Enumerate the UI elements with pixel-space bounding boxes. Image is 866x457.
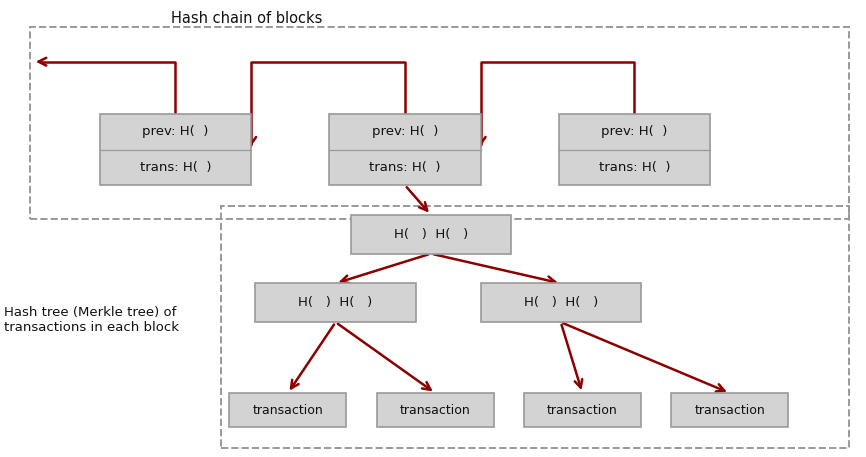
FancyBboxPatch shape bbox=[481, 283, 641, 322]
FancyBboxPatch shape bbox=[377, 393, 494, 427]
Text: H(   )  H(   ): H( ) H( ) bbox=[394, 228, 468, 241]
Text: transaction: transaction bbox=[547, 404, 617, 417]
FancyBboxPatch shape bbox=[100, 114, 251, 185]
FancyBboxPatch shape bbox=[559, 114, 710, 185]
FancyBboxPatch shape bbox=[255, 283, 416, 322]
Text: trans: H(  ): trans: H( ) bbox=[369, 161, 441, 174]
FancyBboxPatch shape bbox=[671, 393, 788, 427]
FancyBboxPatch shape bbox=[351, 215, 511, 254]
Text: prev: H(  ): prev: H( ) bbox=[601, 126, 668, 138]
Bar bbox=[30, 27, 849, 219]
Text: transaction: transaction bbox=[695, 404, 765, 417]
FancyBboxPatch shape bbox=[229, 393, 346, 427]
Text: prev: H(  ): prev: H( ) bbox=[372, 126, 438, 138]
Text: Hash chain of blocks: Hash chain of blocks bbox=[171, 11, 322, 27]
Text: Hash tree (Merkle tree) of
transactions in each block: Hash tree (Merkle tree) of transactions … bbox=[4, 306, 179, 334]
Text: prev: H(  ): prev: H( ) bbox=[142, 126, 209, 138]
FancyBboxPatch shape bbox=[329, 114, 481, 185]
Text: H(   )  H(   ): H( ) H( ) bbox=[524, 296, 598, 309]
Text: trans: H(  ): trans: H( ) bbox=[598, 161, 670, 174]
Text: trans: H(  ): trans: H( ) bbox=[139, 161, 211, 174]
Text: transaction: transaction bbox=[253, 404, 323, 417]
Text: H(   )  H(   ): H( ) H( ) bbox=[299, 296, 372, 309]
FancyBboxPatch shape bbox=[524, 393, 641, 427]
Bar bbox=[221, 206, 849, 448]
Text: transaction: transaction bbox=[400, 404, 470, 417]
